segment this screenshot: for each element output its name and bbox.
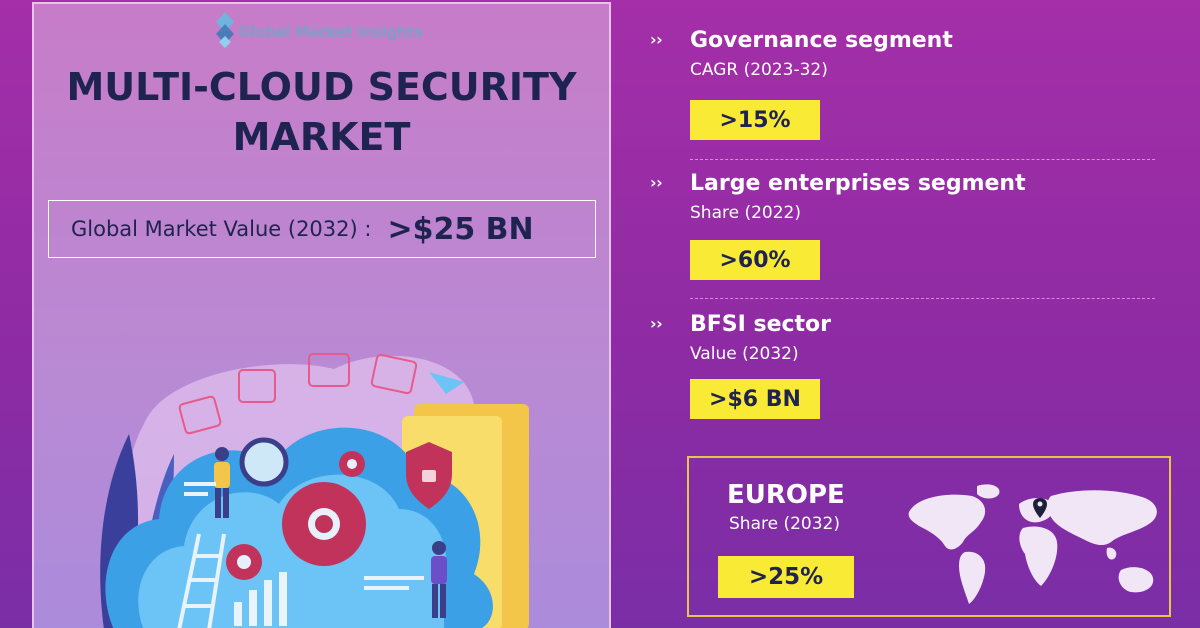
segment-title: BFSI sector [690, 312, 832, 337]
global-value-number: >$25 BN [387, 211, 534, 247]
gear-bottom [226, 544, 262, 580]
region-title: EUROPE [727, 480, 845, 510]
ladder [177, 533, 226, 628]
global-market-value-box: Global Market Value (2032) : >$25 BN [48, 200, 596, 258]
title-line-2: MARKET [232, 115, 411, 159]
chart-bar-4 [279, 572, 287, 626]
text-line-1 [364, 576, 424, 580]
text-line-4 [184, 492, 208, 496]
south-america [959, 551, 986, 604]
magnifier-icon [239, 437, 289, 487]
page-title: MULTI-CLOUD SECURITY MARKET [34, 62, 609, 162]
paper-plane-icon [429, 372, 464, 394]
device-icon-4 [370, 353, 418, 395]
segment-subtitle: CAGR (2023-32) [690, 60, 828, 80]
cloud-security-illustration [100, 353, 529, 628]
gear-large [282, 482, 366, 566]
global-value-label: Global Market Value (2032) : [71, 217, 372, 241]
segment-title: Large enterprises segment [690, 171, 1026, 196]
segment-value-badge: >$6 BN [690, 379, 820, 419]
device-icon-2 [238, 369, 276, 403]
asia [1047, 490, 1157, 546]
person-right [431, 541, 447, 618]
double-chevron-right-icon: › › [650, 314, 663, 333]
device-icon-1 [178, 395, 222, 435]
segment-subtitle: Value (2032) [690, 344, 799, 364]
africa [1019, 526, 1058, 586]
segment-value-badge: >60% [690, 240, 820, 280]
southeast-asia [1106, 547, 1117, 560]
chart-bar-3 [264, 580, 272, 626]
map-pin-icon [1033, 498, 1047, 518]
text-line-2 [364, 586, 409, 590]
device-icon-3 [308, 353, 350, 387]
region-value-badge: >25% [718, 556, 854, 598]
segment-value-badge: >15% [690, 100, 820, 140]
greenland [977, 484, 1000, 499]
segment-subtitle: Share (2022) [690, 203, 801, 223]
title-line-1: MULTI-CLOUD SECURITY [66, 65, 577, 109]
north-america [908, 494, 986, 550]
chart-bar-1 [234, 602, 242, 626]
region-subtitle: Share (2032) [729, 514, 840, 534]
brand-name: Global Market Insights [238, 23, 423, 41]
left-panel: Global Market Insights MULTI-CLOUD SECUR… [32, 2, 611, 628]
text-line-3 [184, 482, 216, 486]
segment-title: Governance segment [690, 28, 953, 53]
double-chevron-right-icon: › › [650, 173, 663, 192]
person-left [214, 447, 230, 518]
brand-logo: Global Market Insights [216, 12, 423, 52]
gear-small [339, 451, 365, 477]
double-chevron-right-icon: › › [650, 30, 663, 49]
region-box-europe: EUROPE Share (2032) >25% [687, 456, 1171, 617]
lock-icon [422, 470, 436, 482]
divider [690, 298, 1155, 299]
chart-bar-2 [249, 590, 257, 626]
australia [1118, 567, 1154, 593]
divider [690, 159, 1155, 160]
world-map-icon [908, 484, 1157, 604]
diamond-logo-icon [216, 12, 234, 48]
